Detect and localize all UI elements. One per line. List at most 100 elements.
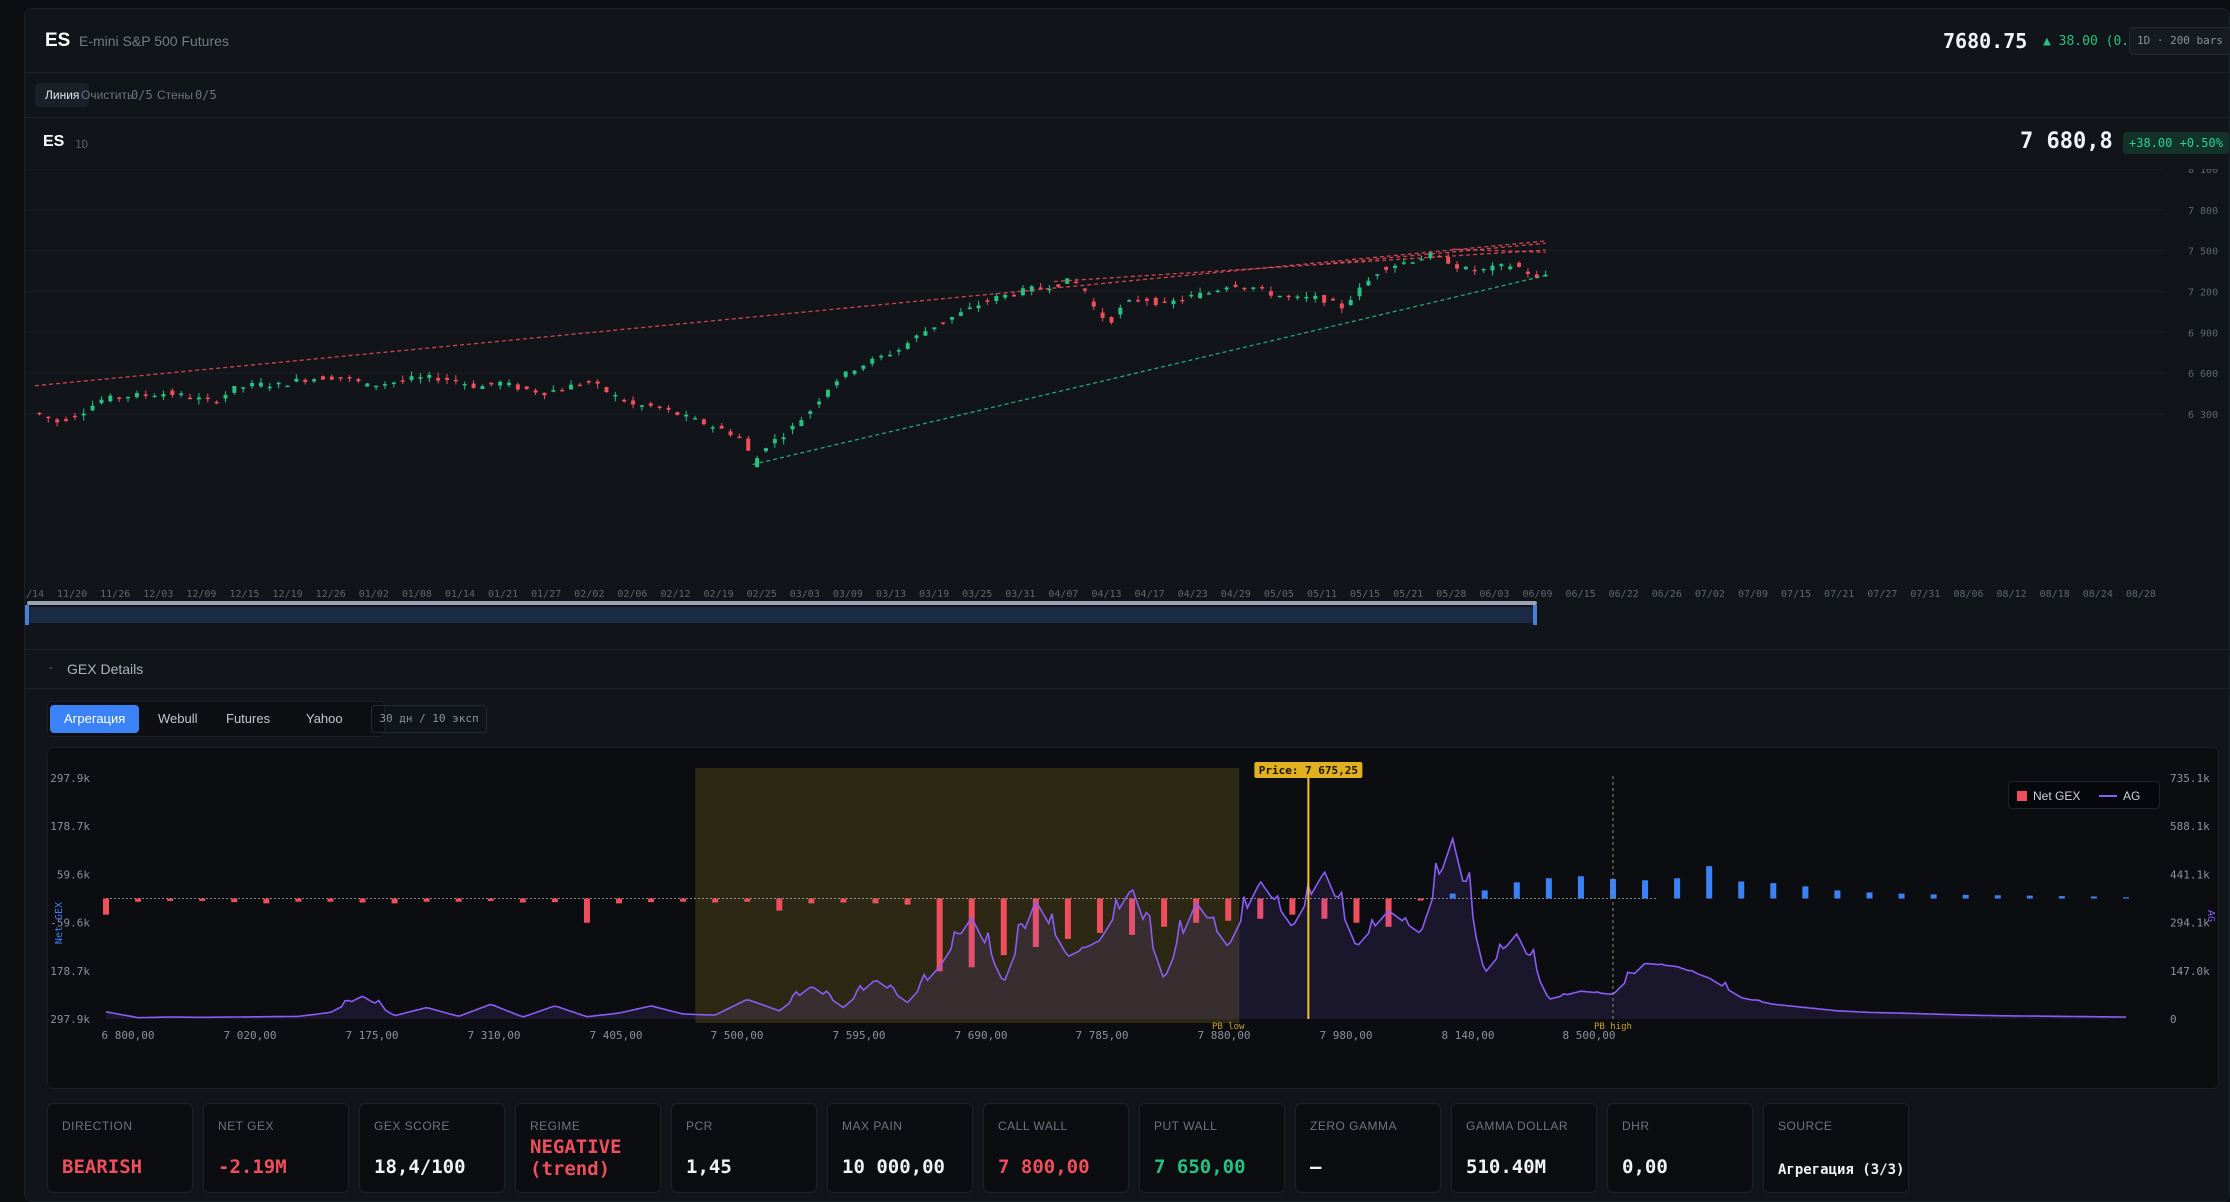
net-gex-bar [648,898,655,903]
gex-section-header[interactable]: - GEX Details [25,649,2229,689]
walls-button[interactable]: Стены [157,88,193,102]
x-axis-label: 04/29 [1221,589,1251,600]
candle-body [577,384,582,387]
net-gex-bar [840,898,847,903]
candle-body [134,393,139,398]
stat-label: ZERO GAMMA [1310,1119,1398,1133]
stat-value: -2.19M [218,1156,287,1178]
candle-body [498,381,503,386]
net-gex-bar [359,898,366,903]
candle-body [985,300,990,302]
x-axis-label: 05/21 [1393,589,1423,600]
net-gex-bar [2090,896,2097,899]
candle-body [914,335,919,339]
stat-label: REGIME [530,1119,581,1133]
candle-body [1295,296,1300,299]
net-gex-bar [167,898,174,901]
candle-body [1446,256,1451,264]
net-gex-bar [1225,898,1232,921]
candle-body [648,403,653,406]
x-axis-label: 05/05 [1264,589,1294,600]
candle-body [569,384,574,390]
net-gex-bar [1545,878,1552,899]
net-gex-bar [135,898,142,902]
candle-body [551,390,556,392]
candle-body [1074,281,1079,284]
candle-body [312,379,317,382]
candle-body [1419,259,1424,261]
stat-label: GAMMA DOLLAR [1466,1119,1569,1133]
x-axis-label: 8 500,00 [1563,1029,1616,1042]
candle-body [1091,301,1096,307]
y-axis-label: 8 100 [2188,169,2218,176]
candle-body [1215,290,1220,293]
clear-button[interactable]: Очистить [81,88,134,102]
candle-body [320,376,325,380]
x-axis-label: 07/09 [1738,589,1768,600]
candle-body [1375,274,1380,276]
candle-body [1206,293,1211,295]
gex-chart[interactable]: 297.9k 178.7k 59.6k -59.6k -178.7k -297.9k 735… [48,748,2220,1090]
candle-body [179,393,184,396]
price-chart[interactable]: 8 100 7 800 7 500 7 200 6 900 6 600 6 300 11/14… [25,169,2230,649]
stat-card-net-gex: NET GEX -2.19M [203,1103,349,1193]
x-axis-label: 07/21 [1824,589,1854,600]
candle-body [1224,287,1229,290]
candle-body [1144,298,1149,301]
candle-body [1384,266,1389,270]
left-axis-label: 178.7k [50,820,90,833]
candle-body [852,370,857,374]
stat-card-max-pain: MAX PAIN 10 000,00 [827,1103,973,1193]
candle-body [693,418,698,420]
x-axis-label: 01/14 [445,589,475,600]
x-axis-label: 12/15 [229,589,259,600]
x-axis-label: 03/31 [1005,589,1035,600]
candle-body [524,386,529,390]
tab-webull[interactable]: Webull [158,711,198,726]
chart-change-badge: +38.00 +0.50% [2123,132,2229,154]
candle-body [285,385,290,388]
x-axis-label: 07/31 [1910,589,1940,600]
symbol-name: E-mini S&P 500 Futures [79,33,229,49]
candle-body [1136,299,1141,302]
tab-aggregation[interactable]: Агрегация [50,705,140,733]
line-tool-button[interactable]: Линия [35,83,90,107]
candle-body [99,399,104,404]
candle-body [515,384,520,390]
candle-body [382,384,387,386]
candle-body [1242,287,1247,290]
candle-body [55,419,60,423]
stat-label: DIRECTION [62,1119,133,1133]
net-gex-bar [1866,892,1873,899]
support-trendline [752,274,1546,466]
net-gex-bar [423,898,430,902]
gex-legend: Net GEX AG [2008,781,2160,809]
candle-body [1410,262,1415,264]
right-axis-label: 441.1k [2170,868,2210,881]
candle-body [950,317,955,320]
x-axis-label: 04/07 [1048,589,1078,600]
candle-body [932,327,937,330]
bars-selector[interactable]: 1D · 200 bars [2129,27,2230,55]
candle-body [1366,280,1371,286]
net-gex-bar [872,898,879,904]
candle-body [861,365,866,369]
candle-body [232,386,237,393]
x-axis-label: 7 310,00 [468,1029,521,1042]
expiration-selector[interactable]: 30 дн / 10 эксп [371,705,487,733]
x-axis-label: 06/09 [1522,589,1552,600]
candle-body [1401,262,1406,264]
candle-body [1304,296,1309,299]
x-axis-label: 06/15 [1566,589,1596,600]
candle-body [294,378,299,382]
x-axis-label: 08/24 [2083,589,2113,600]
candle-body [1330,298,1335,301]
tab-yahoo[interactable]: Yahoo [306,711,343,726]
candle-body [170,390,175,396]
tab-futures[interactable]: Futures [226,711,271,726]
stat-value: 7 650,00 [1154,1156,1246,1178]
x-axis-label: 01/21 [488,589,518,600]
collapse-toggle-icon[interactable]: - [49,662,53,674]
candle-body [46,416,51,419]
candle-body [1455,264,1460,269]
